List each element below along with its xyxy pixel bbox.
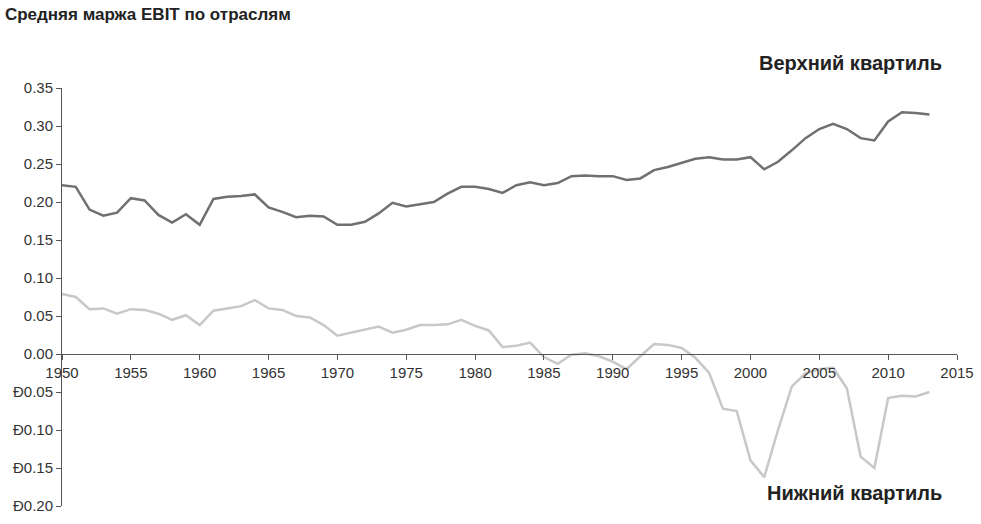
svg-text:2015: 2015 bbox=[940, 364, 973, 381]
svg-text:1955: 1955 bbox=[114, 364, 147, 381]
svg-text:0.15: 0.15 bbox=[24, 231, 53, 248]
svg-text:0.25: 0.25 bbox=[24, 155, 53, 172]
svg-text:1985: 1985 bbox=[527, 364, 560, 381]
svg-text:0.00: 0.00 bbox=[24, 345, 53, 362]
svg-text:0.05: 0.05 bbox=[24, 307, 53, 324]
svg-text:1965: 1965 bbox=[252, 364, 285, 381]
svg-text:Ð0.20: Ð0.20 bbox=[13, 497, 53, 514]
svg-text:0.10: 0.10 bbox=[24, 269, 53, 286]
svg-text:Ð0.10: Ð0.10 bbox=[13, 421, 53, 438]
svg-text:Средняя маржа EBIT по отраслям: Средняя маржа EBIT по отраслям bbox=[5, 5, 291, 24]
svg-text:2000: 2000 bbox=[734, 364, 767, 381]
svg-text:2005: 2005 bbox=[803, 364, 836, 381]
svg-text:0.35: 0.35 bbox=[24, 79, 53, 96]
svg-text:Верхний квартиль: Верхний квартиль bbox=[759, 52, 942, 74]
svg-text:Ð0.05: Ð0.05 bbox=[13, 383, 53, 400]
svg-text:1970: 1970 bbox=[321, 364, 354, 381]
svg-text:1960: 1960 bbox=[183, 364, 216, 381]
svg-text:0.20: 0.20 bbox=[24, 193, 53, 210]
svg-text:Ð0.15: Ð0.15 bbox=[13, 459, 53, 476]
svg-text:Нижний квартиль: Нижний квартиль bbox=[767, 482, 942, 504]
svg-text:1990: 1990 bbox=[596, 364, 629, 381]
svg-text:2010: 2010 bbox=[871, 364, 904, 381]
svg-text:1975: 1975 bbox=[390, 364, 423, 381]
svg-text:0.30: 0.30 bbox=[24, 117, 53, 134]
svg-text:1950: 1950 bbox=[45, 364, 78, 381]
svg-text:1980: 1980 bbox=[458, 364, 491, 381]
svg-text:1995: 1995 bbox=[665, 364, 698, 381]
